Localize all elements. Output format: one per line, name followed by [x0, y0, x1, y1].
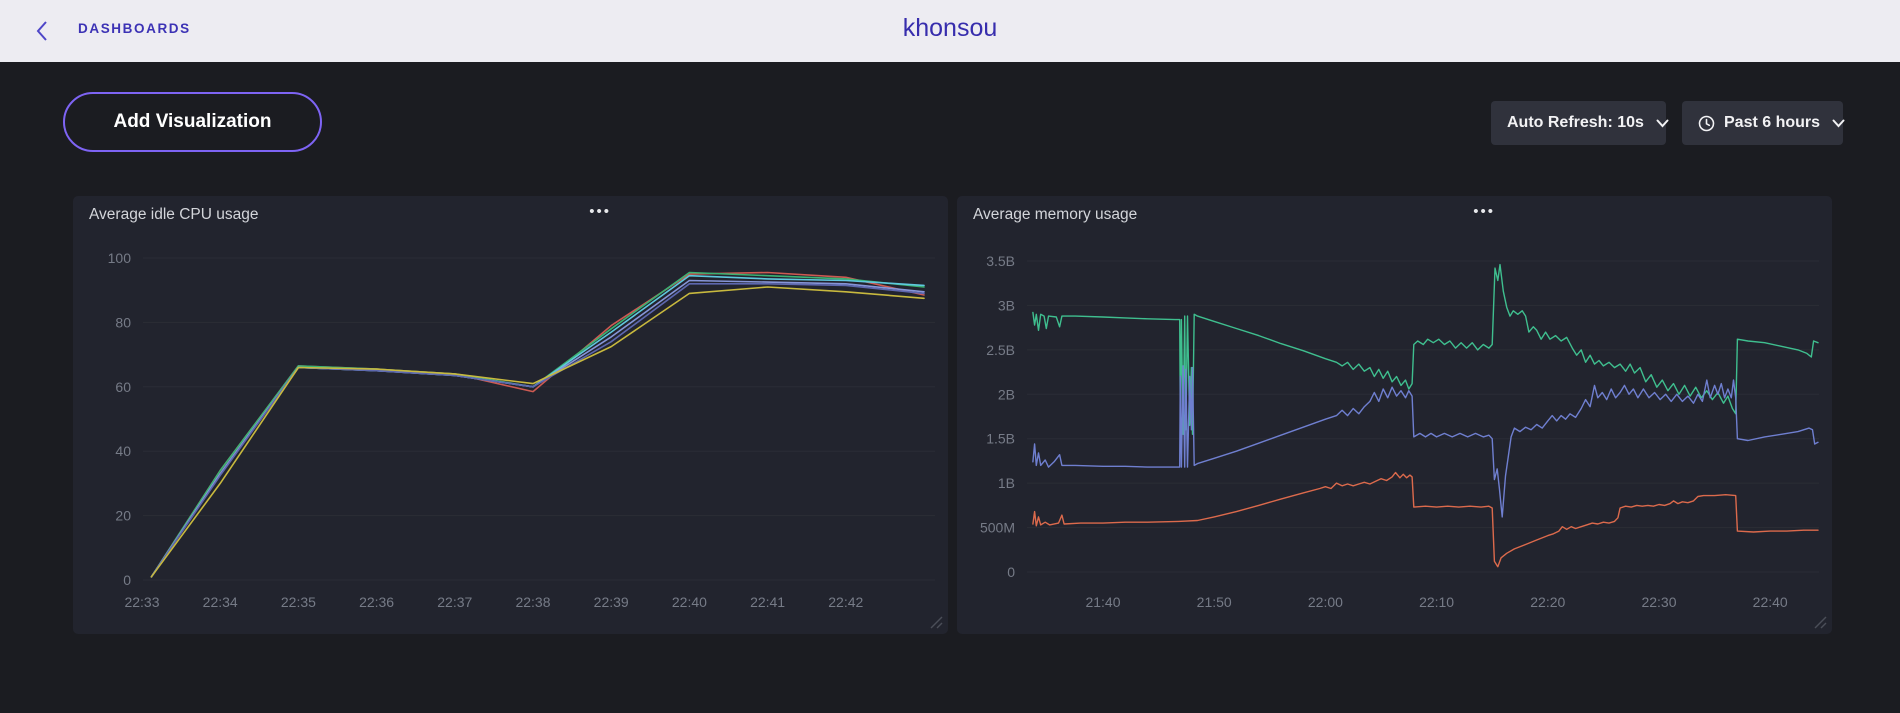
svg-text:2.5B: 2.5B [986, 342, 1015, 358]
auto-refresh-dropdown[interactable]: Auto Refresh: 10s [1491, 101, 1669, 145]
breadcrumb-dashboards[interactable]: DASHBOARDS [78, 21, 191, 36]
add-visualization-button[interactable]: Add Visualization [63, 92, 322, 152]
panel-title: Average memory usage [973, 206, 1138, 223]
cpu-usage-line-chart[interactable]: 0 20 40 60 80 100 22:33 22:34 22:35 22:36 22:37 22:… [73, 196, 948, 634]
svg-text:1.5B: 1.5B [986, 431, 1015, 447]
panel-menu-ellipsis-icon[interactable]: ••• [1473, 203, 1496, 220]
svg-text:500M: 500M [980, 520, 1015, 536]
chevron-left-icon [35, 20, 49, 42]
clock-icon [1698, 115, 1715, 132]
svg-text:22:00: 22:00 [1308, 594, 1343, 610]
svg-text:1B: 1B [998, 475, 1015, 491]
chevron-down-icon [1656, 119, 1669, 128]
panel-average-memory-usage: Average memory usage ••• 0 500M 1B 1.5B 2B 2.… [957, 196, 1832, 634]
svg-text:21:40: 21:40 [1085, 594, 1120, 610]
svg-text:60: 60 [115, 379, 131, 395]
panel-resize-handle[interactable] [1813, 615, 1827, 629]
svg-text:22:37: 22:37 [437, 594, 472, 610]
svg-text:22:40: 22:40 [672, 594, 707, 610]
back-button[interactable] [28, 17, 56, 45]
svg-text:20: 20 [115, 508, 131, 524]
panel-resize-handle[interactable] [929, 615, 943, 629]
svg-text:3.5B: 3.5B [986, 253, 1015, 269]
svg-text:22:40: 22:40 [1753, 594, 1788, 610]
svg-text:22:41: 22:41 [750, 594, 785, 610]
svg-text:21:50: 21:50 [1197, 594, 1232, 610]
time-range-dropdown[interactable]: Past 6 hours [1682, 101, 1845, 145]
panel-average-idle-cpu-usage: Average idle CPU usage ••• 0 20 40 60 80 100 2… [73, 196, 948, 634]
svg-text:0: 0 [1007, 564, 1015, 580]
chevron-down-icon [1832, 119, 1845, 128]
auto-refresh-label: Auto Refresh: 10s [1507, 114, 1644, 131]
svg-text:3B: 3B [998, 297, 1015, 313]
svg-text:22:35: 22:35 [281, 594, 316, 610]
svg-text:100: 100 [108, 250, 132, 266]
svg-text:2B: 2B [998, 386, 1015, 402]
svg-text:80: 80 [115, 314, 131, 330]
svg-text:22:34: 22:34 [203, 594, 238, 610]
page-title[interactable]: khonsou [902, 14, 998, 42]
panel-title: Average idle CPU usage [89, 206, 259, 223]
svg-text:22:33: 22:33 [124, 594, 159, 610]
svg-text:22:30: 22:30 [1641, 594, 1676, 610]
svg-text:22:39: 22:39 [594, 594, 629, 610]
panel-menu-ellipsis-icon[interactable]: ••• [589, 203, 612, 220]
svg-text:0: 0 [123, 572, 131, 588]
svg-text:22:36: 22:36 [359, 594, 394, 610]
svg-text:22:42: 22:42 [828, 594, 863, 610]
svg-text:22:38: 22:38 [515, 594, 550, 610]
svg-text:22:10: 22:10 [1419, 594, 1454, 610]
time-range-label: Past 6 hours [1724, 114, 1821, 131]
svg-text:40: 40 [115, 443, 131, 459]
memory-usage-line-chart[interactable]: 0 500M 1B 1.5B 2B 2.5B 3B 3.5B 21:40 21:50 22:00 22… [957, 196, 1832, 634]
svg-text:22:20: 22:20 [1530, 594, 1565, 610]
top-header-bar: DASHBOARDS khonsou [0, 0, 1900, 62]
